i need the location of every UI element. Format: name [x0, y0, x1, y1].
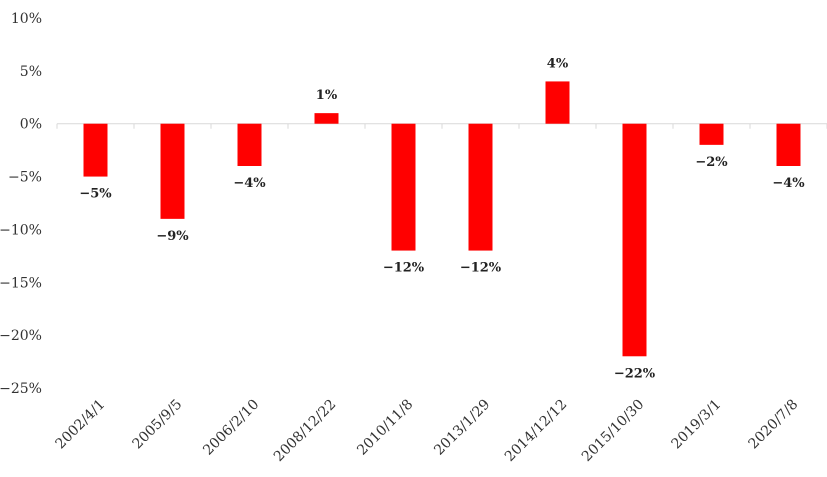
data-label: −9% [156, 229, 189, 244]
x-tick-label: 2010/11/8 [354, 397, 416, 459]
bar [237, 123, 262, 166]
y-tick-label: 0% [20, 117, 42, 133]
bar [83, 123, 108, 177]
x-tick-label: 2014/12/12 [502, 397, 570, 465]
x-tick-label: 2002/4/1 [53, 397, 109, 453]
bar [545, 81, 570, 124]
x-tick-label: 2015/10/30 [579, 397, 647, 465]
bar [776, 123, 801, 166]
data-label: −5% [79, 187, 112, 202]
y-tick-label: −5% [8, 170, 42, 186]
x-tick-label: 2019/3/1 [669, 397, 725, 453]
bar [468, 123, 493, 251]
y-tick-label: −25% [0, 381, 42, 397]
x-tick-label: 2013/1/29 [431, 397, 493, 459]
y-tick-label: 10% [11, 11, 42, 27]
bar [160, 123, 185, 219]
bars [83, 81, 801, 357]
x-tick-label: 2020/7/8 [746, 397, 802, 453]
bar [391, 123, 416, 251]
x-tick-label: 2005/9/5 [130, 397, 186, 453]
x-tick-label: 2006/2/10 [200, 397, 262, 459]
data-label: −4% [772, 176, 805, 191]
data-label: −2% [695, 155, 728, 170]
y-axis: 10% 5% 0% −5% −10% −15% −20% −25% [0, 11, 42, 397]
data-labels: −5% −9% −4% 1% −12% −12% 4% −22% −2% −4% [79, 56, 805, 381]
data-label: 4% [547, 56, 569, 71]
bar [622, 123, 647, 357]
bar [699, 123, 724, 145]
bar [314, 113, 339, 124]
data-label: −12% [460, 261, 502, 276]
data-label: −22% [614, 366, 656, 381]
y-tick-label: −20% [0, 328, 42, 344]
data-label: −4% [233, 176, 266, 191]
data-label: −12% [383, 261, 425, 276]
y-tick-label: −10% [0, 222, 42, 238]
y-tick-label: −15% [0, 275, 42, 291]
y-tick-label: 5% [20, 64, 42, 80]
data-label: 1% [316, 88, 338, 103]
x-tick-label: 2008/12/22 [271, 397, 339, 465]
